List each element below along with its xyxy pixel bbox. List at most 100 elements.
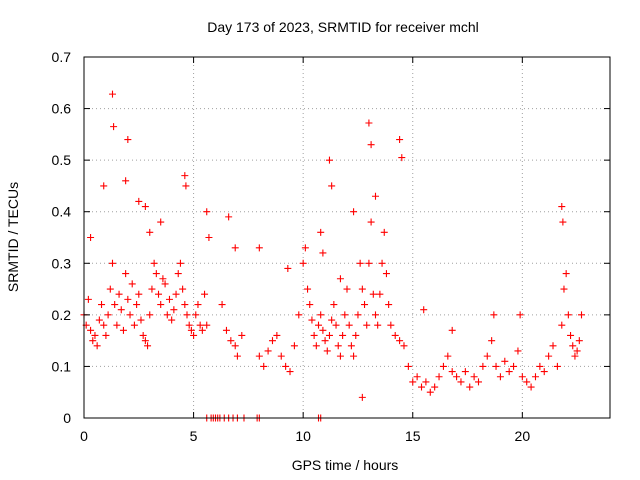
data-point — [466, 383, 474, 391]
data-point — [286, 368, 294, 376]
data-point — [165, 295, 173, 303]
data-point — [115, 290, 123, 298]
data-point — [182, 182, 190, 190]
y-axis-label: SRMTID / TECUs — [5, 182, 21, 292]
data-point — [170, 306, 178, 314]
data-point — [575, 337, 583, 345]
data-point — [350, 352, 358, 360]
data-point — [422, 378, 430, 386]
data-point — [176, 259, 184, 267]
data-point — [144, 342, 152, 350]
data-point — [380, 228, 388, 236]
data-point — [133, 301, 141, 309]
data-point — [418, 383, 426, 391]
data-point — [435, 373, 443, 381]
data-point — [578, 311, 586, 319]
data-point — [117, 306, 125, 314]
data-point — [137, 316, 145, 324]
data-point — [374, 321, 382, 329]
axis-ticks: 0 5 10 15 20 0 0.1 0.2 0.3 0.4 0.5 0.6 0.7 — [52, 49, 610, 444]
data-point — [358, 285, 366, 293]
data-point — [122, 270, 130, 278]
data-point — [135, 290, 143, 298]
data-point — [536, 362, 544, 370]
data-point — [139, 331, 147, 339]
data-point — [282, 362, 290, 370]
data-point — [516, 311, 524, 319]
x-axis-label: GPS time / hours — [292, 457, 399, 473]
data-point — [387, 321, 395, 329]
data-point — [339, 331, 347, 339]
data-point — [108, 90, 116, 98]
chart-title: Day 173 of 2023, SRMTID for receiver mch… — [207, 19, 479, 35]
data-point — [141, 337, 149, 345]
data-point — [510, 362, 518, 370]
data-point — [190, 331, 198, 339]
data-point — [299, 259, 307, 267]
data-point — [181, 301, 189, 309]
x-tick-label: 20 — [515, 428, 531, 444]
data-point — [328, 182, 336, 190]
data-point — [365, 119, 373, 127]
data-point — [334, 342, 342, 350]
data-point — [396, 337, 404, 345]
data-point — [179, 285, 187, 293]
data-point — [126, 311, 134, 319]
data-point — [483, 352, 491, 360]
data-point — [148, 285, 156, 293]
grid-lines — [84, 57, 610, 418]
data-point — [558, 321, 566, 329]
data-point — [444, 352, 452, 360]
data-point — [523, 378, 531, 386]
data-point — [111, 301, 119, 309]
data-point — [312, 342, 320, 350]
data-point — [492, 362, 500, 370]
data-point — [231, 342, 239, 350]
data-point — [553, 362, 561, 370]
data-point — [163, 311, 171, 319]
data-point — [128, 280, 136, 288]
data-point — [361, 301, 369, 309]
data-point — [181, 172, 189, 180]
data-point — [531, 373, 539, 381]
data-point — [396, 136, 404, 144]
y-tick-label: 0.6 — [52, 101, 72, 117]
data-point — [354, 311, 362, 319]
data-point — [350, 208, 358, 216]
data-point — [560, 285, 568, 293]
data-point — [356, 259, 364, 267]
data-point — [108, 259, 116, 267]
data-point — [439, 362, 447, 370]
data-point — [273, 331, 281, 339]
y-tick-label: 0.1 — [52, 358, 72, 374]
data-point — [290, 342, 298, 350]
data-point — [404, 362, 412, 370]
data-point — [490, 311, 498, 319]
data-point — [141, 203, 149, 211]
data-point — [192, 311, 200, 319]
data-point — [255, 244, 263, 252]
data-point — [385, 301, 393, 309]
data-point — [238, 331, 246, 339]
data-point — [150, 259, 158, 267]
data-point — [95, 316, 103, 324]
data-point — [135, 197, 143, 205]
data-point — [124, 295, 132, 303]
data-point — [196, 321, 204, 329]
x-tick-label: 15 — [405, 428, 421, 444]
data-point — [488, 337, 496, 345]
data-point — [431, 383, 439, 391]
data-point — [295, 311, 303, 319]
data-point — [130, 321, 138, 329]
data-point — [336, 352, 344, 360]
data-point — [315, 321, 323, 329]
data-point — [325, 156, 333, 164]
data-point — [562, 270, 570, 278]
data-point — [453, 373, 461, 381]
data-point — [448, 368, 456, 376]
data-point — [571, 352, 579, 360]
data-point — [549, 342, 557, 350]
data-point — [185, 321, 193, 329]
data-point — [98, 301, 106, 309]
